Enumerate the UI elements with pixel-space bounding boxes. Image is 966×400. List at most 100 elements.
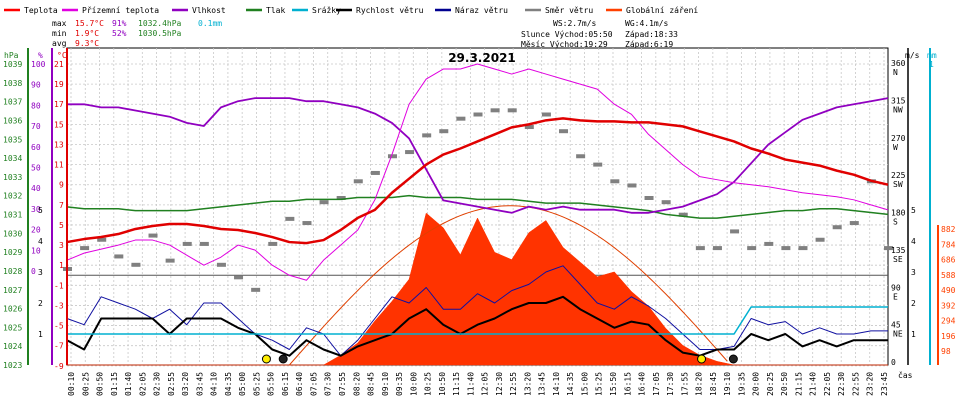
celsius-tick: 21 [54,60,64,69]
celsius-tick: 9 [59,181,64,190]
celsius-tick: 13 [54,140,64,149]
x-tick-label: 09:10 [381,372,390,396]
x-tick-label: 06:15 [281,372,290,396]
wind-scale-right-tick: 2 [911,299,916,308]
direction-letter: SE [893,255,903,264]
time-axis-label: čas [898,370,913,380]
hpa-axis-label: hPa [4,51,19,60]
hpa-tick: 1029 [3,248,22,257]
stat-temp: 9.3°C [75,39,99,48]
x-tick-label: 18:45 [709,372,718,396]
stat-humidity: 52% [112,29,127,38]
celsius-tick: -1 [54,281,64,290]
x-tick-label: 15:25 [595,372,604,396]
celsius-tick: 3 [59,241,64,250]
wind-direction-marker [712,246,722,251]
x-tick-label: 20:25 [766,372,775,396]
x-tick-label: 08:20 [352,372,361,396]
direction-tick: 135 [891,246,906,255]
stat-rain: 0.1mm [198,19,222,28]
solar-tick: 490 [941,286,956,295]
x-tick-label: 11:40 [466,372,475,396]
wind-direction-marker [216,262,226,267]
wind-direction-marker [593,162,603,167]
wind-direction-marker [815,237,825,242]
moonset-marker [278,354,288,364]
wind-direction-marker [884,246,893,251]
x-tick-label: 05:00 [238,372,247,396]
celsius-tick: 7 [59,201,64,210]
x-tick-label: 15:00 [580,372,589,396]
direction-tick: 180 [891,209,906,218]
stat-wind-speed: WS:2.7m/s [553,19,597,28]
hpa-tick: 1036 [3,116,22,125]
x-tick-label: 09:35 [395,372,404,396]
direction-tick: 360 [891,59,906,68]
wind-direction-marker [353,179,363,184]
solar-tick: 686 [941,256,956,265]
hpa-tick: 1037 [3,98,22,107]
x-tick-label: 08:45 [367,372,376,396]
legend-label: Směr větru [545,6,593,15]
legend-label: Tlak [266,6,285,15]
celsius-tick: -5 [54,322,64,331]
hpa-tick: 1039 [3,60,22,69]
x-tick-label: 11:15 [452,372,461,396]
x-tick-label: 02:30 [153,372,162,396]
wind-direction-marker [148,233,158,238]
wind-scale-right-tick: 5 [911,206,916,215]
wind-direction-marker [251,287,261,292]
ground-temperature-line [66,63,889,281]
wind-direction-marker [473,112,483,117]
wind-scale-tick: 4 [38,237,43,246]
hpa-tick: 1027 [3,286,22,295]
wind-scale-tick: 5 [38,206,43,215]
mm-axis-label: mm [927,51,937,60]
wind-direction-marker [661,200,671,205]
wind-direction-marker [781,246,791,251]
wind-direction-marker [730,229,740,234]
stat-label: max [52,19,67,28]
wind-scale-tick: 3 [38,268,43,277]
x-tick-label: 21:15 [794,372,803,396]
wind-scale-right-tick: 1 [911,330,916,339]
legend-label: Přízemní teplota [82,6,159,15]
wind-direction-marker [764,241,774,246]
wind-direction-marker [387,154,397,159]
precipitation-line [67,306,888,335]
wind-direction-marker [182,241,192,246]
x-tick-label: 04:10 [210,372,219,396]
pct-tick: 40 [31,184,41,193]
legend-label: Náraz větru [455,6,508,15]
celsius-tick: -7 [54,342,64,351]
stat-pressure: 1030.5hPa [138,29,182,38]
wind-direction-marker [507,108,517,113]
hpa-tick: 1026 [3,305,22,314]
solar-tick: 294 [941,317,956,326]
stat-label: avg [52,39,67,48]
x-tick-label: 15:50 [609,372,618,396]
pct-tick: 90 [31,81,41,90]
x-tick-label: 00:25 [81,372,90,396]
hpa-tick: 1034 [3,154,22,163]
stat-pressure: 1032.4hPa [138,19,182,28]
direction-tick: 90 [891,283,901,292]
x-tick-label: 20:00 [752,372,761,396]
temperature-line [66,117,889,245]
pct-tick: 60 [31,143,41,152]
wind-direction-marker [336,196,346,200]
x-tick-label: 03:20 [181,372,190,396]
x-tick-label: 12:55 [509,372,518,396]
hpa-tick: 1033 [3,173,22,182]
x-tick-label: 07:55 [338,372,347,396]
x-tick-label: 10:50 [438,372,447,396]
x-tick-label: 16:15 [623,372,632,396]
wind-scale-tick: 2 [38,299,43,308]
wind-direction-marker [524,125,534,130]
x-tick-label: 03:45 [195,372,204,396]
legend-label: Globální záření [626,6,698,15]
x-tick-label: 00:10 [67,372,76,396]
x-tick-label: 22:05 [823,372,832,396]
x-tick-label: 02:55 [167,372,176,396]
wind-direction-marker [114,254,124,259]
